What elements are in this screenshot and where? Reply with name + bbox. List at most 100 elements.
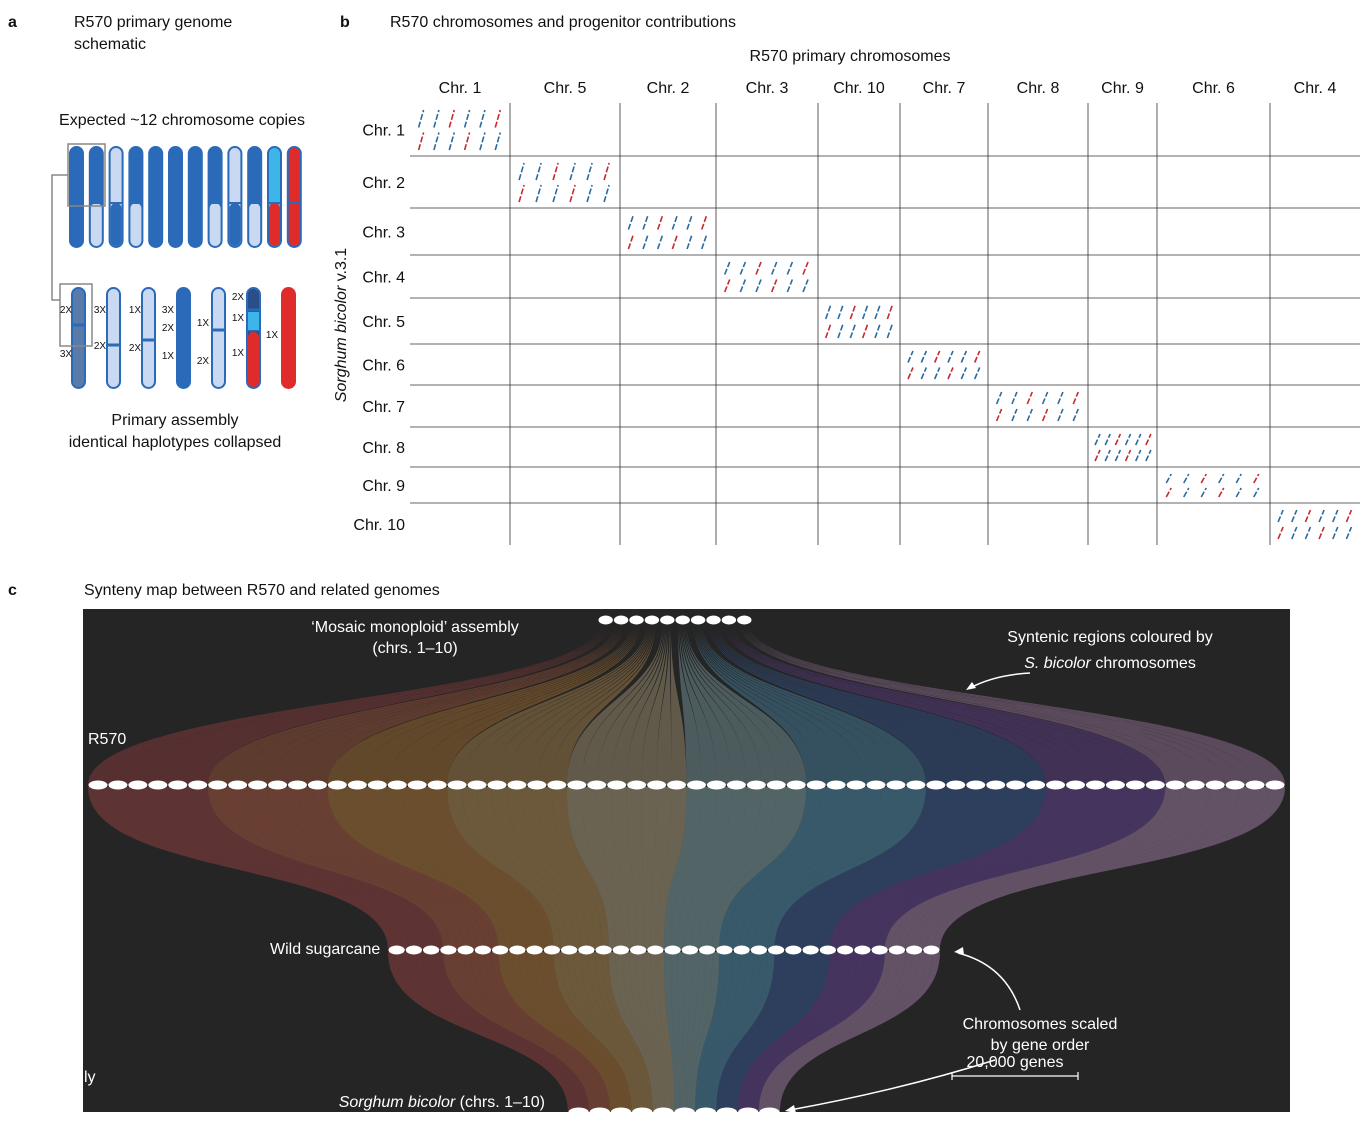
ribbon	[746, 787, 882, 950]
chromosome-bar	[768, 945, 785, 955]
synteny-stroke	[1277, 509, 1284, 523]
ribbon	[491, 787, 582, 950]
ribbon	[877, 787, 1166, 950]
copy-label: 2X	[197, 356, 210, 367]
ribbon	[716, 952, 782, 1112]
chromosome-bar	[664, 945, 681, 955]
copy-label: 2X	[129, 343, 142, 354]
r570-label: R570	[88, 731, 126, 748]
chromosome-bar	[367, 780, 387, 790]
ribbon	[681, 952, 692, 1112]
ribbon	[742, 952, 851, 1112]
ribbon	[650, 787, 672, 950]
synteny-stroke	[1094, 449, 1101, 462]
italic-label: Sorghum bicolor	[333, 285, 350, 402]
chromosome-bar	[733, 945, 750, 955]
synteny-stroke	[535, 162, 542, 181]
ribbon	[615, 952, 659, 1112]
chromosome-bar	[1205, 780, 1225, 790]
synteny-stroke	[448, 109, 456, 128]
synteny-stroke	[1318, 526, 1325, 540]
ribbon	[102, 787, 402, 950]
panel-letter: a	[8, 14, 17, 31]
synteny-stroke	[770, 261, 778, 275]
ribbon	[692, 952, 720, 1112]
ribbon	[677, 787, 732, 950]
synteny-stroke	[861, 323, 869, 339]
ribbon	[519, 952, 621, 1112]
synteny-stroke	[1072, 408, 1080, 422]
chromosome-bar	[738, 1107, 759, 1117]
ribbon	[686, 622, 807, 785]
panel-letter: b	[340, 14, 350, 31]
copy-label: 1X	[129, 305, 142, 316]
chromosome-bar	[806, 780, 826, 790]
column-label: Chr. 4	[1294, 80, 1337, 97]
chromosome-bar	[786, 780, 806, 790]
chromosome-bar	[543, 945, 560, 955]
caption: identical haplotypes collapsed	[69, 434, 282, 451]
synteny-stroke	[1011, 391, 1018, 405]
chromosome-bar	[819, 945, 836, 955]
synteny-stroke	[933, 367, 941, 380]
ribbon	[734, 952, 830, 1112]
chromosome-bar	[492, 945, 509, 955]
column-label: Chr. 2	[647, 80, 690, 97]
ribbon	[551, 622, 656, 785]
row-label: Chr. 4	[362, 270, 405, 287]
synteny-stroke	[837, 304, 844, 320]
synteny-stroke	[686, 234, 693, 250]
synteny-stroke	[1218, 487, 1225, 498]
synteny-stroke	[770, 279, 778, 293]
chromosome-bar	[578, 945, 595, 955]
synteny-stroke	[518, 184, 525, 203]
ribbon	[815, 787, 1031, 950]
note: by gene order	[991, 1037, 1090, 1054]
synteny-stroke	[1291, 509, 1298, 523]
ribbon	[664, 787, 702, 950]
ribbon	[601, 952, 653, 1112]
ribbon	[857, 787, 1121, 950]
chromosome-part	[130, 203, 142, 246]
ribbon	[694, 622, 837, 785]
chromosome-bar	[926, 780, 946, 790]
chromosome-part	[248, 312, 259, 330]
chromosome-part	[269, 203, 280, 246]
ribbon	[679, 622, 717, 785]
chromosome-bar	[837, 945, 854, 955]
ribbon	[677, 952, 685, 1112]
chromosome-bar	[547, 780, 567, 790]
ribbon	[626, 787, 644, 950]
ribbon	[567, 952, 640, 1112]
synteny-stroke	[1183, 473, 1190, 484]
ribbon	[498, 952, 614, 1112]
arrow	[957, 952, 1021, 1011]
ribbon	[117, 787, 409, 950]
chromosome-part	[248, 332, 259, 387]
chromosome-bar	[388, 945, 405, 955]
ribbon	[864, 787, 1136, 950]
synteny-stroke	[861, 304, 869, 320]
ribbon	[432, 787, 554, 950]
ribbon	[521, 622, 654, 785]
synteny-stroke	[656, 234, 664, 250]
chromosome-part	[110, 203, 122, 246]
chromosome-part	[249, 203, 261, 246]
ribbon	[506, 787, 589, 950]
chromosome-bar	[108, 780, 128, 790]
ribbon	[695, 952, 727, 1112]
ribbon	[636, 952, 667, 1112]
chromosome-bar	[629, 615, 644, 625]
ribbon	[871, 787, 1151, 950]
synteny-stroke	[1104, 449, 1111, 462]
copy-label: 3X	[94, 305, 107, 316]
chromosome-bar	[607, 780, 627, 790]
ribbon	[748, 952, 865, 1112]
ribbon	[695, 622, 852, 785]
ribbon	[681, 622, 747, 785]
synteny-stroke	[494, 132, 502, 151]
arrowhead	[966, 682, 976, 690]
ribbon	[745, 952, 858, 1112]
wild-label: Wild sugarcane	[270, 941, 380, 958]
